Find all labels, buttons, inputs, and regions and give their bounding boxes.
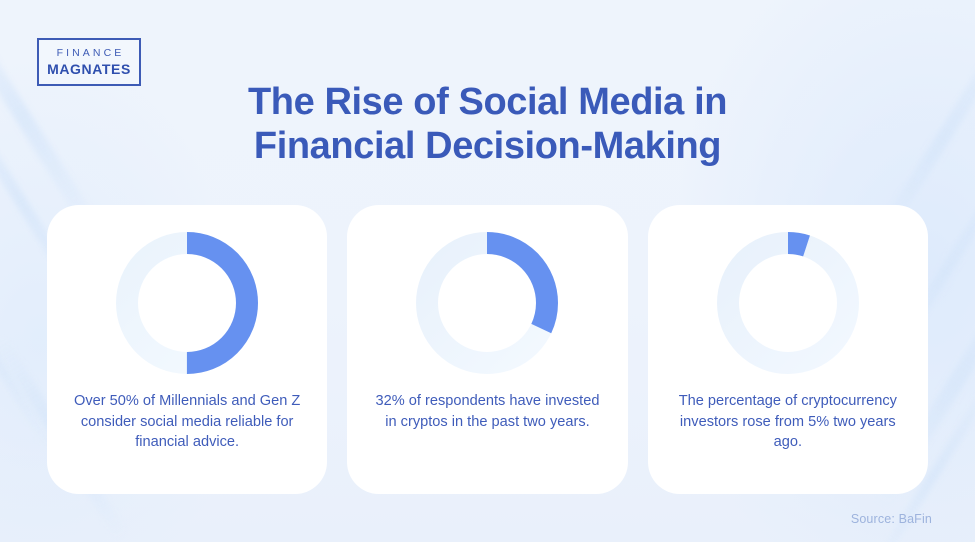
caption-line1: Over 50% of Millennials and (73, 393, 256, 409)
stat-card-caption: The percentage of cryptocurrency investo… (672, 391, 904, 453)
source-attribution: Source: BaFin (850, 512, 932, 526)
stat-card-caption: Over 50% of Millennials and Gen Z consid… (71, 391, 303, 453)
caption-line1: 32% of respondents have (375, 393, 542, 409)
brand-logo-line1: FINANCE (56, 47, 125, 60)
donut-chart-1 (116, 232, 259, 374)
page-title-line1: The Rise of Social Media in (247, 81, 728, 123)
caption-line2: Gen Z consider social media (80, 393, 301, 430)
stat-card: 32% of respondents have invested in cryp… (347, 205, 628, 494)
brand-logo-line2: MAGNATES (47, 60, 131, 77)
stat-card: The percentage of cryptocurrency investo… (647, 205, 928, 494)
stat-card-row: Over 50% of Millennials and Gen Z consid… (47, 205, 928, 494)
donut-chart-icon (111, 227, 263, 379)
donut-value-arc (116, 232, 259, 374)
donut-value-arc (416, 232, 559, 374)
caption-line3: past two years. (491, 413, 590, 430)
donut-chart-icon (411, 227, 563, 379)
page-title: The Rise of Social Media in Financial De… (0, 80, 975, 168)
caption-line2: cryptocurrency investors (679, 393, 897, 430)
caption-line3: rose from 5% two years ago. (742, 413, 896, 451)
donut-chart-2 (416, 232, 559, 374)
stat-card: Over 50% of Millennials and Gen Z consid… (47, 205, 328, 494)
donut-chart-3 (716, 232, 859, 374)
stat-card-caption: 32% of respondents have invested in cryp… (371, 391, 603, 432)
donut-track (716, 232, 859, 374)
caption-line3: reliable for financial advice. (135, 413, 294, 451)
donut-chart-icon (712, 227, 864, 379)
page-title-line2: Financial Decision-Making (253, 125, 722, 168)
donut-value-arc (716, 232, 859, 374)
caption-line2: invested in cryptos in the (385, 393, 600, 430)
caption-line1: The percentage of (678, 393, 798, 409)
brand-logo: FINANCE MAGNATES (37, 38, 141, 86)
